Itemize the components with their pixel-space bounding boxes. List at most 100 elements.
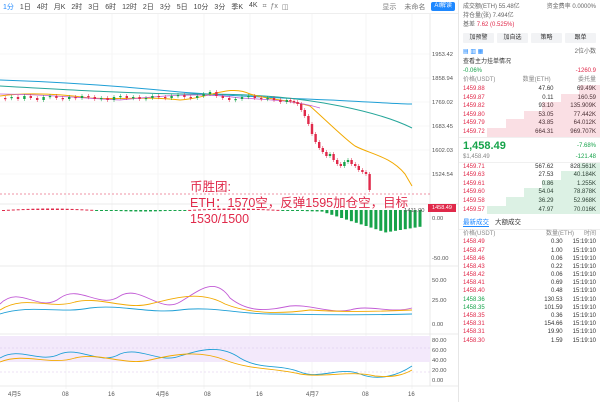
book-mode-icon[interactable]: ▤ ▥ ▦ [463, 49, 484, 55]
liquidation-link[interactable]: 查看主力挂单情况 [459, 58, 600, 67]
trade-qty: 1.00 [550, 247, 563, 254]
trade-row: 1458.43 0.22 15:19:10 [459, 263, 600, 271]
orderbook-row[interactable]: 1459.60 54.04 78.878K [459, 188, 600, 197]
price-axis-label-3: 1683.45 [432, 124, 453, 130]
price-chart[interactable]: 1953.42 1858.94 1769.02 1683.45 1602.03 … [0, 14, 458, 402]
ai-analyze-button[interactable]: AI解读 [431, 2, 455, 11]
annotation-line-1: 币胜团: [190, 180, 231, 194]
timeframe-tab[interactable]: 12时 [122, 3, 137, 11]
indicator-icon[interactable]: ƒx [270, 3, 278, 10]
funding-value: 0.0000% [572, 4, 596, 10]
rsi-axis-label-0: 50.00 [432, 278, 447, 284]
trade-time: 15:19:10 [572, 304, 596, 311]
low-price-label: 1411.00 [404, 208, 425, 214]
trade-time: 15:19:10 [572, 329, 596, 336]
orderbook-total: 969.707K [570, 128, 596, 135]
trade-qty: 130.53 [544, 296, 563, 303]
precision-select[interactable]: 2位小数 [574, 49, 596, 55]
depth-bar [560, 93, 600, 103]
ob-header-price: 价格(USDT) [463, 77, 496, 83]
trade-tabs: 最新成交 大额成交 [459, 214, 600, 231]
orderbook-row[interactable]: 1459.57 47.97 70.016K [459, 205, 600, 215]
trade-row: 1458.42 0.06 15:19:10 [459, 271, 600, 279]
timeframe-tab[interactable]: 4时 [36, 3, 48, 11]
trade-price: 1458.31 [463, 329, 485, 336]
time-label-2: 16 [108, 392, 115, 398]
trade-qty: 0.22 [550, 263, 563, 270]
orderbook-qty: 664.31 [535, 128, 554, 135]
display-toggle[interactable]: 显示 [382, 3, 397, 11]
kdj-axis-label-4: 0.00 [432, 378, 443, 384]
timeframe-tab[interactable]: 2时 [71, 3, 83, 11]
orderbook-row[interactable]: 1459.61 0.86 1.255K [459, 179, 600, 189]
rsi-axis-label-2: 0.00 [432, 322, 443, 328]
add-alert-button[interactable]: 加预警 [463, 33, 494, 43]
copy-trade-button[interactable]: 跟单 [565, 33, 596, 43]
trade-annotation: 币胜团: ETH：1570空，反弹1595加仓空，目标 1530/1500 [190, 179, 408, 227]
timeframe-tab[interactable]: 6时 [105, 3, 117, 11]
tab-large-trades[interactable]: 大额成交 [495, 219, 521, 227]
orderbook-row[interactable]: 1459.63 27.53 40.184K [459, 171, 600, 180]
strategy-button[interactable]: 策略 [531, 33, 562, 43]
mid-usd: $1,458.49 [463, 153, 490, 160]
orderbook-price: 1459.61 [463, 180, 485, 187]
trade-price: 1458.40 [463, 288, 485, 295]
timeframe-tab[interactable]: 5日 [176, 3, 188, 11]
orderbook-row[interactable]: 1459.80 53.05 77.442K [459, 110, 600, 120]
chart-type-icon[interactable]: ⌗ [262, 2, 267, 10]
timeframe-tab[interactable]: 2日 [142, 3, 154, 11]
trade-row: 1458.46 0.06 15:19:10 [459, 255, 600, 263]
trade-header-price: 价格(USDT) [463, 231, 496, 238]
orderbook-row[interactable]: 1459.71 567.62 828.561K [459, 162, 600, 172]
orderbook-row[interactable]: 1459.82 93.10 135.909K [459, 102, 600, 111]
depth-bar [542, 102, 600, 111]
timeframe-tab[interactable]: 3日 [88, 3, 100, 11]
camera-icon[interactable]: ◫ [281, 3, 289, 11]
timeframe-tab[interactable]: 月K [53, 3, 66, 11]
timeframe-tab[interactable]: 10分 [193, 3, 209, 11]
orderbook-row[interactable]: 1459.79 43.85 64.012K [459, 119, 600, 128]
timeframe-tab[interactable]: 3分 [214, 3, 226, 11]
trade-qty: 154.66 [544, 321, 563, 328]
trade-qty: 0.36 [550, 313, 563, 319]
add-watchlist-button[interactable]: 加自选 [497, 33, 528, 43]
depth-bar [542, 179, 600, 189]
trade-row: 1458.47 1.00 15:19:10 [459, 247, 600, 255]
trade-row: 1458.35 101.59 15:19:10 [459, 304, 600, 312]
change-right: -1260.9 [575, 68, 596, 74]
trade-row: 1458.36 130.53 15:19:10 [459, 296, 600, 304]
orderbook-row[interactable]: 1459.87 0.11 160.59 [459, 93, 600, 103]
orderbook-row[interactable]: 1459.58 36.29 52.968K [459, 196, 600, 206]
timeframe-tab[interactable]: 1日 [19, 3, 31, 11]
action-buttons: 加预警 加自选 策略 跟单 [459, 30, 600, 46]
trade-price: 1458.30 [463, 337, 485, 344]
depth-bar [505, 119, 600, 128]
layout-name[interactable]: 未命名 [404, 3, 426, 11]
trade-time: 15:19:10 [572, 288, 596, 295]
chart-toolbar: 1分 1日 4时 月K 2时 3日 6时 12时 2日 3分 5日 10分 3分 季K 4K ⌗ ƒx ◫ … [0, 0, 458, 14]
orderbook-price: 1459.88 [463, 86, 485, 92]
orderbook-total: 64.012K [573, 120, 596, 127]
orderbook-row[interactable]: 1459.72 664.31 969.707K [459, 127, 600, 137]
trade-time: 15:19:10 [572, 337, 596, 344]
time-label-8: 16 [408, 392, 415, 398]
timeframe-tab[interactable]: 4K [249, 1, 258, 9]
timeframe-tab[interactable]: 季K [231, 3, 243, 11]
timeframe-tab[interactable]: 1分 [3, 3, 14, 11]
orderbook-qty: 0.11 [542, 94, 554, 101]
price-axis-label-1: 1858.94 [432, 76, 454, 82]
timeframe-tab[interactable]: 3分 [159, 3, 171, 11]
funding-label: 资金费率 [546, 4, 571, 10]
trade-qty: 0.06 [550, 272, 563, 279]
trade-price: 1458.36 [463, 296, 485, 303]
trade-header-qty: 数量(ETH) [545, 231, 574, 238]
time-label-3: 4月6 [156, 391, 169, 398]
tab-latest-trades[interactable]: 最新成交 [463, 216, 489, 228]
liquidation-title[interactable]: 查看主力挂单情况 [463, 59, 512, 65]
turnover-label: 成交额(ETH) [463, 4, 497, 10]
chart-area[interactable]: 1953.42 1858.94 1769.02 1683.45 1602.03 … [0, 14, 458, 402]
mid-price: 1,458.49 [463, 139, 506, 152]
trade-price: 1458.49 [463, 239, 485, 246]
orderbook-row[interactable]: 1459.88 47.60 69.49K [459, 85, 600, 94]
orderbook-price: 1459.80 [463, 111, 485, 118]
